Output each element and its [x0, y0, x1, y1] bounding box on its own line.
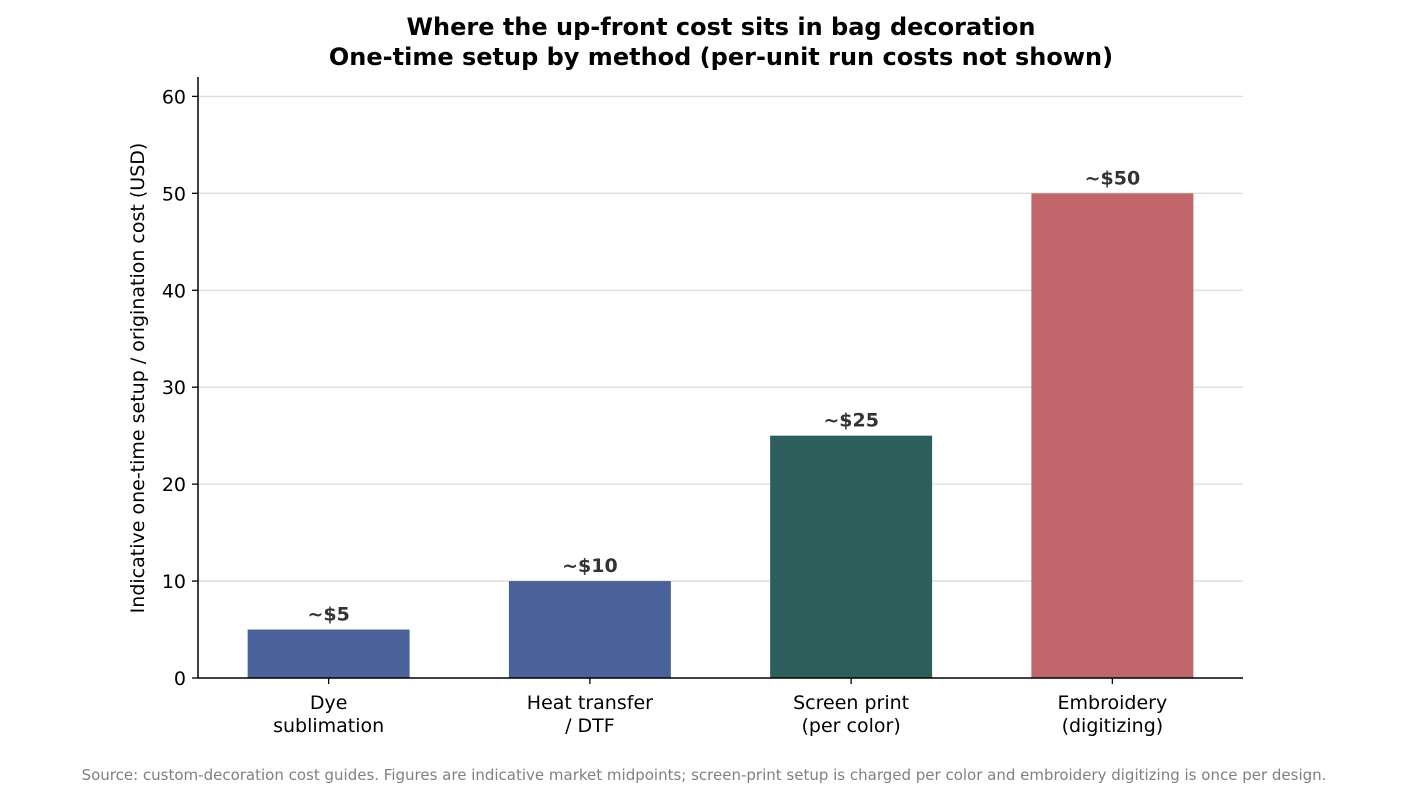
y-tick-label: 10 [162, 571, 186, 593]
y-axis-label: Indicative one-time setup / origination … [127, 143, 149, 614]
x-tick-label: Embroidery (digitizing) [1058, 692, 1168, 737]
bar [770, 435, 933, 678]
bar [247, 629, 410, 678]
bar [1031, 193, 1194, 679]
y-tick-label: 20 [162, 474, 186, 496]
bars [247, 193, 1194, 679]
y-tick-label: 30 [162, 377, 186, 399]
bar-value-label: ~$5 [307, 604, 349, 626]
axes [197, 77, 1243, 679]
y-tick-label: 50 [162, 183, 186, 205]
bar-value-label: ~$25 [823, 410, 879, 432]
bar-value-label: ~$10 [562, 555, 618, 577]
y-tick-label: 0 [174, 668, 186, 690]
y-tick-label: 60 [162, 86, 186, 108]
bar [508, 581, 671, 678]
x-tick-label: Heat transfer / DTF [527, 692, 653, 737]
y-axis-ticks: 0 10 20 30 40 50 60 [162, 86, 198, 690]
x-tick-label: Screen print (per color) [793, 692, 909, 737]
bar-value-label: ~$50 [1085, 167, 1141, 189]
data-labels: ~$5 ~$10 ~$25 ~$50 [307, 167, 1140, 625]
chart-title: Where the up-front cost sits in bag deco… [407, 13, 1036, 41]
source-note: Source: custom-decoration cost guides. F… [82, 766, 1327, 784]
x-axis-ticks: Dye sublimation Heat transfer / DTF Screen p… [273, 678, 1167, 737]
x-tick-label: Dye sublimation [273, 692, 384, 737]
chart-subtitle: One-time setup by method (per-unit run c… [329, 43, 1113, 71]
y-tick-label: 40 [162, 280, 186, 302]
